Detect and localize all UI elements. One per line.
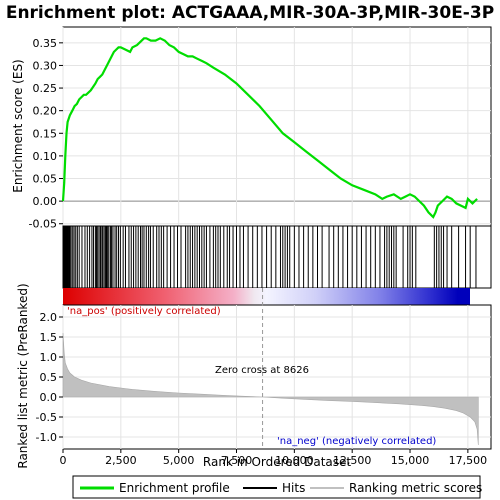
es-y-tick-label: 0.25: [33, 82, 58, 95]
rank-color-bar: [63, 288, 470, 305]
legend-metric-label: Ranking metric scores: [349, 481, 482, 495]
metric-y-tick-label: -0.5: [36, 411, 57, 424]
metric-y-tick-label: 1.0: [40, 351, 58, 364]
es-y-ticks: -0.05 0.00 0.05 0.10 0.15 0.20 0.25 0.30 0.35: [29, 37, 63, 231]
metric-y-tick-label: 1.5: [40, 331, 58, 344]
metric-y-axis-label: Ranked list metric (PreRanked): [16, 283, 30, 468]
es-y-tick-label: 0.15: [33, 127, 58, 140]
x-axis-label: Rank in Ordered Dataset: [203, 455, 351, 469]
hits-panel: [62, 225, 492, 289]
es-y-tick-label: 0.10: [33, 150, 58, 163]
es-y-tick-label: 0.30: [33, 59, 58, 72]
es-y-tick-label: 0.20: [33, 105, 58, 118]
metric-y-tick-label: 0.0: [40, 391, 58, 404]
legend: Enrichment profile Hits Ranking metric s…: [72, 475, 482, 499]
legend-es-label: Enrichment profile: [119, 481, 230, 495]
es-y-tick-label: 0.35: [33, 37, 58, 50]
metric-y-ticks: -1.0 -0.5 0.0 0.5 1.0 1.5 2.0: [36, 311, 63, 444]
x-tick-label: 7,500: [221, 454, 253, 467]
neg-correlated-label: 'na_neg' (negatively correlated): [277, 436, 436, 447]
es-y-tick-label: 0.00: [33, 195, 58, 208]
metric-panel: -1.0 -0.5 0.0 0.5 1.0 1.5 2.0 Zero cross at 86…: [36, 288, 492, 450]
x-tick-label: 17,500: [449, 454, 488, 467]
hits-frame: [62, 225, 492, 289]
pos-correlated-label: 'na_pos' (positively correlated): [67, 306, 221, 317]
es-y-axis-label: Enrichment score (ES): [11, 59, 25, 192]
x-tick-label: 5,000: [163, 454, 195, 467]
x-ticks: 0 2,500 5,000 7,500 10,000 12,500 15,000 17,500: [60, 449, 488, 467]
es-y-tick-label: 0.05: [33, 173, 58, 186]
metric-y-tick-label: -1.0: [36, 431, 57, 444]
metric-y-tick-label: 0.5: [40, 371, 58, 384]
x-tick-label: 0: [60, 454, 67, 467]
es-grid: [62, 27, 491, 226]
metric-y-tick-label: 2.0: [40, 311, 58, 324]
chart-title: Enrichment plot: ACTGAAA,MIR-30A-3P,MIR-…: [6, 3, 494, 23]
metric-area: [62, 332, 479, 446]
x-tick-label: 10,000: [275, 454, 314, 467]
x-tick-label: 15,000: [391, 454, 430, 467]
es-panel: -0.05 0.00 0.05 0.10 0.15 0.20 0.25 0.30 0.35: [29, 26, 492, 231]
zero-cross-label: Zero cross at 8626: [215, 365, 309, 376]
legend-hits-label: Hits: [282, 481, 305, 495]
es-line: [61, 37, 478, 219]
hits-marks: [62, 226, 477, 288]
x-tick-label: 12,500: [333, 454, 372, 467]
x-tick-label: 2,500: [105, 454, 137, 467]
es-y-tick-label: -0.05: [29, 218, 57, 231]
